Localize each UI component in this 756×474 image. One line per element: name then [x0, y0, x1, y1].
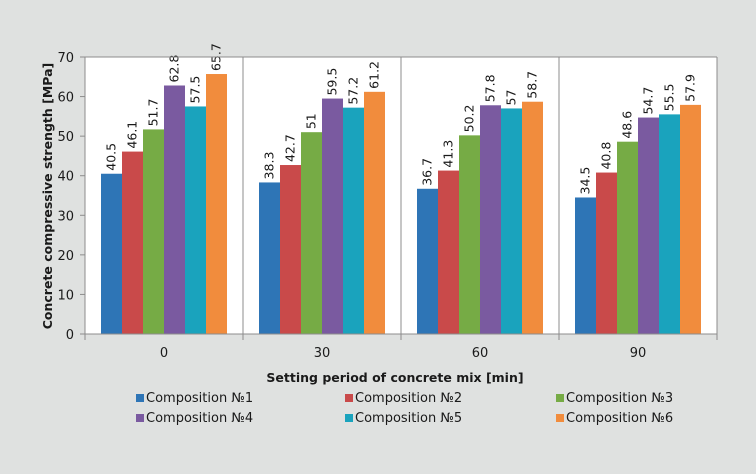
- y-tick-label: 20: [57, 249, 74, 264]
- bar: [301, 132, 322, 334]
- x-tick-label: 0: [160, 346, 168, 361]
- data-label: 46.1: [125, 121, 140, 149]
- bar: [438, 170, 459, 334]
- data-label: 59.5: [325, 68, 340, 96]
- legend-entry: Composition №4: [146, 411, 253, 426]
- y-tick-label: 50: [57, 130, 74, 145]
- data-label: 41.3: [441, 140, 456, 168]
- bar: [206, 74, 227, 334]
- y-tick-label: 70: [57, 51, 74, 66]
- data-label: 62.8: [167, 55, 182, 83]
- bar: [343, 107, 364, 334]
- data-label: 48.6: [620, 111, 635, 139]
- bar: [638, 117, 659, 335]
- bar: [417, 188, 438, 334]
- data-label: 57.5: [188, 76, 203, 104]
- bar: [364, 91, 385, 334]
- data-label: 61.2: [367, 61, 382, 89]
- y-tick-label: 60: [57, 91, 74, 106]
- bar: [280, 165, 301, 334]
- bar: [122, 151, 143, 334]
- x-axis-title: Setting period of concrete mix [min]: [266, 370, 523, 385]
- legend-entry: Composition №1: [146, 391, 253, 406]
- data-label: 40.8: [599, 142, 614, 170]
- bar: [185, 106, 206, 334]
- x-tick-label: 30: [314, 346, 331, 361]
- data-label: 57: [504, 90, 519, 106]
- legend-entry: Composition №3: [566, 391, 673, 406]
- y-tick-label: 30: [57, 209, 74, 224]
- data-label: 51.7: [146, 99, 161, 127]
- data-label: 57.2: [346, 77, 361, 105]
- data-label: 57.9: [683, 74, 698, 102]
- bar: [459, 135, 480, 334]
- bars: [101, 74, 701, 335]
- bar: [575, 197, 596, 334]
- bar: [143, 129, 164, 334]
- bar: [480, 105, 501, 334]
- axes: [84, 56, 718, 340]
- x-tick-labels: 0 30 60 90: [160, 346, 646, 361]
- legend-swatch: [556, 394, 564, 402]
- legend-swatch: [136, 394, 144, 402]
- data-label: 55.5: [662, 84, 677, 112]
- y-tick-label: 40: [57, 170, 74, 185]
- legend: Composition №1 Composition №2 Composition …: [136, 391, 673, 426]
- legend-entry: Composition №6: [566, 411, 673, 426]
- bar: [522, 101, 543, 334]
- bar: [164, 85, 185, 335]
- y-tick-label: 10: [57, 288, 74, 303]
- legend-entry: Composition №2: [355, 391, 462, 406]
- y-tick-labels: 0 10 20 30 40 50 60 70: [57, 51, 85, 343]
- legend-swatch: [345, 414, 353, 422]
- data-label: 40.5: [104, 143, 119, 171]
- bar: [659, 114, 680, 334]
- x-tick-label: 60: [472, 346, 489, 361]
- legend-entry: Composition №5: [355, 411, 462, 426]
- bar: [101, 173, 122, 334]
- bar: [501, 108, 522, 334]
- data-label: 38.3: [262, 152, 277, 180]
- data-label: 42.7: [283, 134, 298, 162]
- bar: [322, 98, 343, 334]
- bar: [617, 141, 638, 334]
- x-tick-label: 90: [630, 346, 647, 361]
- bar: [259, 182, 280, 334]
- data-label: 57.8: [483, 74, 498, 102]
- legend-swatch: [345, 394, 353, 402]
- legend-swatch: [136, 414, 144, 422]
- bar: [680, 104, 701, 334]
- bar: [596, 172, 617, 334]
- data-label: 34.5: [578, 167, 593, 195]
- category-separators: [242, 57, 560, 334]
- legend-swatch: [556, 414, 564, 422]
- data-label: 58.7: [525, 71, 540, 99]
- data-label: 36.7: [420, 158, 435, 186]
- data-label: 50.2: [462, 105, 477, 133]
- data-label: 54.7: [641, 87, 656, 115]
- y-axis-title: Concrete compressive strength [MPa]: [40, 63, 55, 330]
- data-label: 51: [304, 113, 319, 129]
- y-tick-label: 0: [66, 328, 74, 343]
